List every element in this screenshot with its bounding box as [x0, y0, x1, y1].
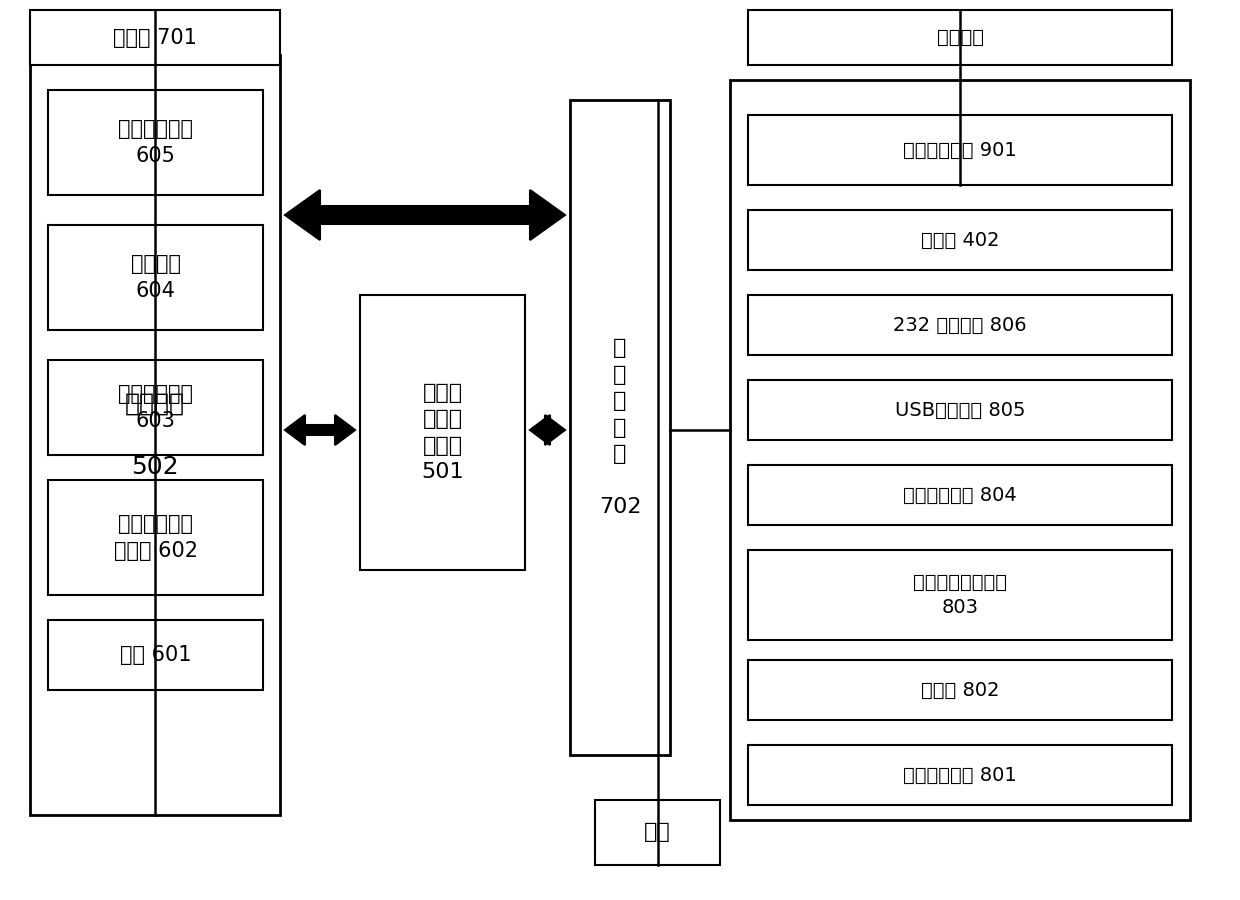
Text: 打印设备: 打印设备 [936, 28, 983, 47]
Text: 比色池 701: 比色池 701 [113, 28, 197, 48]
Text: 232 通讯模块 806: 232 通讯模块 806 [893, 316, 1027, 335]
Text: 光源 601: 光源 601 [120, 645, 191, 665]
Bar [748, 210, 1172, 270]
Text: USB通讯模块 805: USB通讯模块 805 [895, 400, 1025, 419]
Bar [48, 480, 263, 595]
Bar [748, 745, 1172, 805]
Bar [748, 10, 1172, 65]
Bar [570, 100, 670, 755]
Bar [360, 295, 525, 570]
Polygon shape [285, 190, 565, 240]
Bar [30, 10, 280, 65]
Text: 信号检测模块
605: 信号检测模块 605 [118, 120, 193, 166]
Text: 数据库 802: 数据库 802 [921, 680, 999, 699]
Bar [748, 465, 1172, 525]
Bar [748, 295, 1172, 355]
Bar [748, 380, 1172, 440]
Bar [48, 360, 263, 455]
Bar [748, 115, 1172, 185]
Text: 网络通讯模块 804: 网络通讯模块 804 [903, 485, 1017, 505]
Text: 单片机
信号采
集部分
501: 单片机 信号采 集部分 501 [422, 382, 464, 482]
Text: 电源: 电源 [644, 823, 671, 842]
Polygon shape [285, 415, 355, 445]
Text: 光路部分

502: 光路部分 502 [125, 392, 185, 479]
Text: 软
件
工
作
站

702: 软 件 工 作 站 702 [599, 338, 641, 517]
Text: 显示器 402: 显示器 402 [921, 230, 999, 249]
Bar [748, 550, 1172, 640]
Bar [730, 80, 1190, 820]
Bar [48, 225, 263, 330]
Bar [595, 800, 720, 865]
Bar [748, 660, 1172, 720]
Polygon shape [529, 415, 565, 445]
Bar [48, 90, 263, 195]
Text: 分光系统
604: 分光系统 604 [130, 255, 181, 301]
Bar [30, 55, 280, 815]
Text: 光源驱动电路
603: 光源驱动电路 603 [118, 384, 193, 431]
Text: 检测软件平台 801: 检测软件平台 801 [903, 766, 1017, 785]
Text: 光源调节及散
热设备 602: 光源调节及散 热设备 602 [114, 514, 197, 561]
Text: 数据输入装置 901: 数据输入装置 901 [903, 140, 1017, 159]
Text: 数据上传软件平台
803: 数据上传软件平台 803 [913, 573, 1007, 617]
Bar [48, 620, 263, 690]
